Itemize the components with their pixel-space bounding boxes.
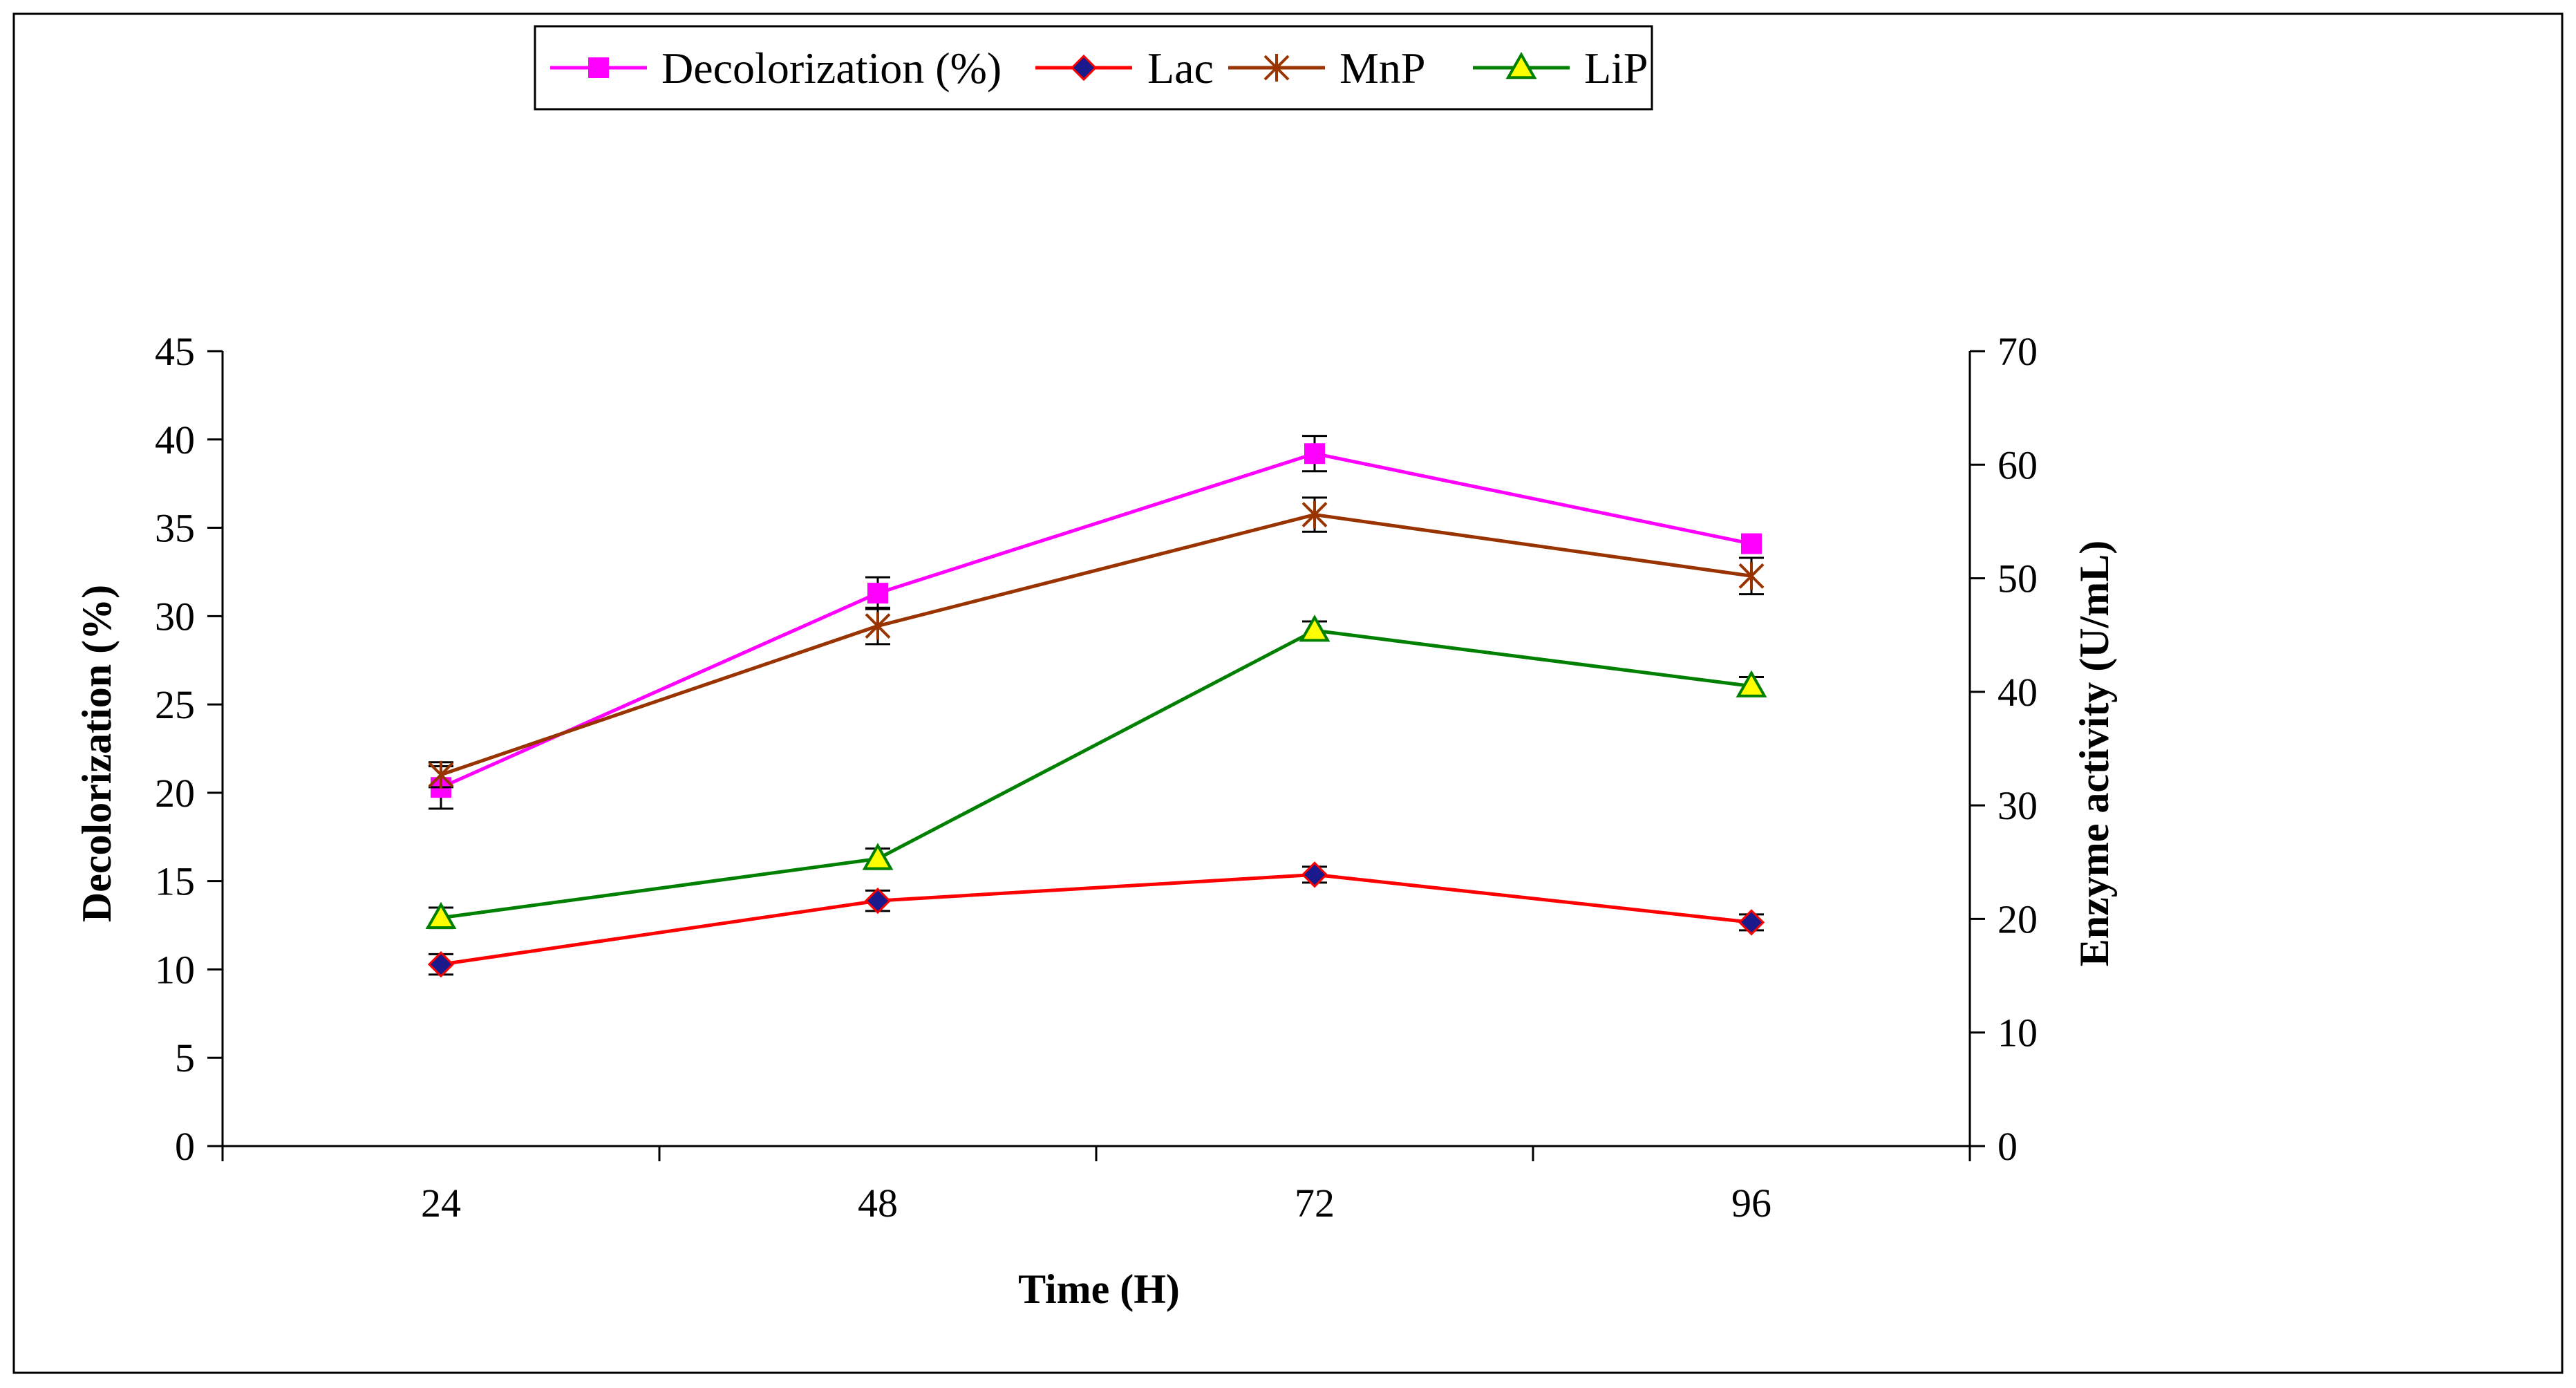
legend-marker-decolorization bbox=[588, 57, 609, 78]
series-line-lac bbox=[440, 872, 1752, 966]
x-tick-label-48: 48 bbox=[858, 1181, 898, 1226]
y2-tick-label-30: 30 bbox=[1997, 783, 2038, 828]
legend-marker-mnp bbox=[1263, 54, 1290, 82]
series-line-mnp bbox=[440, 513, 1752, 777]
chart-border bbox=[12, 12, 2564, 1374]
data-point-lac-48 bbox=[864, 888, 892, 915]
y-tick-label-45: 45 bbox=[155, 329, 195, 374]
x-tick-label-72: 72 bbox=[1295, 1181, 1335, 1226]
series-decolorization bbox=[429, 435, 1762, 810]
data-point-mnp-48 bbox=[865, 612, 891, 640]
legend-label-mnp: MnP bbox=[1339, 44, 1426, 93]
y-tick-label-10: 10 bbox=[155, 947, 195, 992]
y2-tick-label-70: 70 bbox=[1997, 329, 2038, 374]
y2-tick-label-10: 10 bbox=[1997, 1011, 2038, 1056]
legend-label-lac: Lac bbox=[1147, 44, 1214, 93]
series-mnp bbox=[428, 496, 1765, 789]
legend-item-lip: LiP bbox=[1473, 44, 1648, 93]
legend-item-lac: Lac bbox=[1035, 44, 1214, 93]
y-tick-label-40: 40 bbox=[155, 418, 195, 462]
legend-marker-lac bbox=[1070, 54, 1098, 82]
x-tick-label-96: 96 bbox=[1731, 1181, 1771, 1226]
legend-item-mnp: MnP bbox=[1228, 44, 1426, 93]
y2-tick-label-0: 0 bbox=[1997, 1124, 2018, 1169]
y-tick-label-0: 0 bbox=[175, 1124, 195, 1169]
series-lip bbox=[425, 615, 1767, 930]
y2-axis-title: Enzyme activity (U/mL) bbox=[2071, 541, 2117, 967]
data-point-lac-24 bbox=[427, 951, 455, 978]
y2-tick-label-40: 40 bbox=[1997, 670, 2038, 715]
x-tick-label-24: 24 bbox=[421, 1181, 461, 1226]
y-tick-label-15: 15 bbox=[155, 859, 195, 904]
series-line-decolorization bbox=[440, 451, 1752, 789]
data-point-mnp-72 bbox=[1301, 500, 1328, 529]
data-point-lip-48 bbox=[862, 843, 894, 870]
data-point-lac-72 bbox=[1301, 861, 1328, 888]
data-point-lip-24 bbox=[425, 901, 457, 930]
data-point-decolorization-96 bbox=[1741, 533, 1762, 554]
y-tick-label-25: 25 bbox=[155, 682, 195, 727]
series-line-lip bbox=[440, 628, 1752, 920]
y-tick-label-20: 20 bbox=[155, 771, 195, 816]
y2-tick-label-60: 60 bbox=[1997, 442, 2038, 487]
y2-tick-label-50: 50 bbox=[1997, 556, 2038, 601]
data-point-lip-72 bbox=[1299, 615, 1331, 642]
x-axis-title: Time (H) bbox=[1018, 1266, 1180, 1312]
y-tick-label-35: 35 bbox=[155, 506, 195, 551]
data-point-decolorization-48 bbox=[867, 583, 888, 604]
y-tick-label-30: 30 bbox=[155, 594, 195, 639]
y-tick-label-5: 5 bbox=[175, 1035, 195, 1080]
data-point-lip-96 bbox=[1736, 670, 1767, 697]
y2-tick-label-20: 20 bbox=[1997, 897, 2038, 941]
data-point-lac-96 bbox=[1738, 909, 1765, 936]
legend-label-lip: LiP bbox=[1584, 44, 1648, 93]
data-point-mnp-24 bbox=[428, 760, 454, 789]
series-lac bbox=[427, 861, 1765, 978]
legend-item-decolorization: Decolorization (%) bbox=[550, 44, 1002, 93]
y-axis-title: Decolorization (%) bbox=[74, 585, 120, 922]
legend-marker-lip bbox=[1505, 51, 1537, 79]
legend-label-decolorization: Decolorization (%) bbox=[661, 44, 1002, 93]
data-point-mnp-96 bbox=[1738, 562, 1765, 590]
data-point-decolorization-72 bbox=[1304, 443, 1325, 465]
